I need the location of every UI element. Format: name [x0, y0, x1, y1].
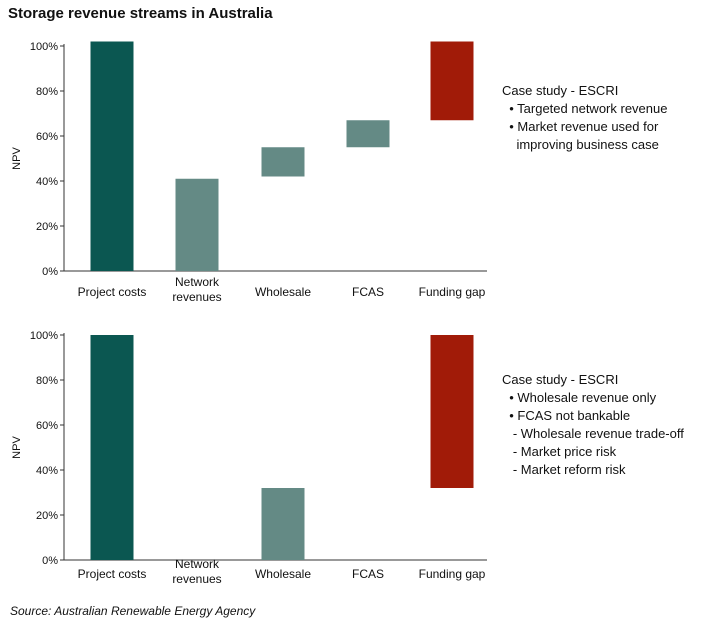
- y-tick-label: 20%: [36, 510, 58, 522]
- y-tick-label: 100%: [30, 330, 58, 342]
- category-label: Wholesale: [255, 567, 311, 581]
- y-axis-label: NPV: [11, 436, 23, 459]
- bar-fcas: [346, 120, 390, 148]
- y-axis-label: NPV: [11, 147, 23, 170]
- category-label: Network: [175, 557, 220, 571]
- bar-funding-gap: [430, 41, 474, 121]
- category-label: Funding gap: [419, 285, 486, 299]
- y-tick-label: 80%: [36, 86, 58, 98]
- chart-top: 0% 20% 40% 60% 80% 100% NPV Project costs Networ…: [11, 41, 487, 304]
- bar-project-costs: [90, 335, 134, 560]
- page-title: Storage revenue streams in Australia: [8, 5, 273, 22]
- chart-bottom: 0% 20% 40% 60% 80% 100% NPV Project costs Networ…: [11, 330, 487, 586]
- category-label: Wholesale: [255, 285, 311, 299]
- case-study-note-bottom: Case study - ESCRI • Wholesale revenue o…: [502, 372, 684, 477]
- y-tick-label: 60%: [36, 420, 58, 432]
- bar-funding-gap: [430, 335, 474, 488]
- category-label: Project costs: [78, 285, 147, 299]
- y-tick-label: 100%: [30, 41, 58, 53]
- category-label: FCAS: [352, 285, 384, 299]
- category-label: Network: [175, 275, 220, 289]
- source-note: Source: Australian Renewable Energy Agen…: [10, 604, 256, 618]
- y-tick-label: 20%: [36, 221, 58, 233]
- case-study-note-top: Case study - ESCRI • Targeted network re…: [502, 83, 668, 152]
- y-tick-label: 40%: [36, 465, 58, 477]
- category-label: Project costs: [78, 567, 147, 581]
- category-label: revenues: [172, 290, 221, 304]
- y-tick-label: 40%: [36, 176, 58, 188]
- y-tick-label: 80%: [36, 375, 58, 387]
- bar-project-costs: [90, 41, 134, 271]
- category-label: revenues: [172, 572, 221, 586]
- bar-wholesale: [261, 488, 305, 560]
- bar-network-revenues: [175, 178, 219, 271]
- y-tick-label: 60%: [36, 131, 58, 143]
- y-tick-label: 0%: [42, 555, 58, 567]
- category-label: Funding gap: [419, 567, 486, 581]
- category-label: FCAS: [352, 567, 384, 581]
- bar-wholesale: [261, 147, 305, 177]
- y-tick-label: 0%: [42, 266, 58, 278]
